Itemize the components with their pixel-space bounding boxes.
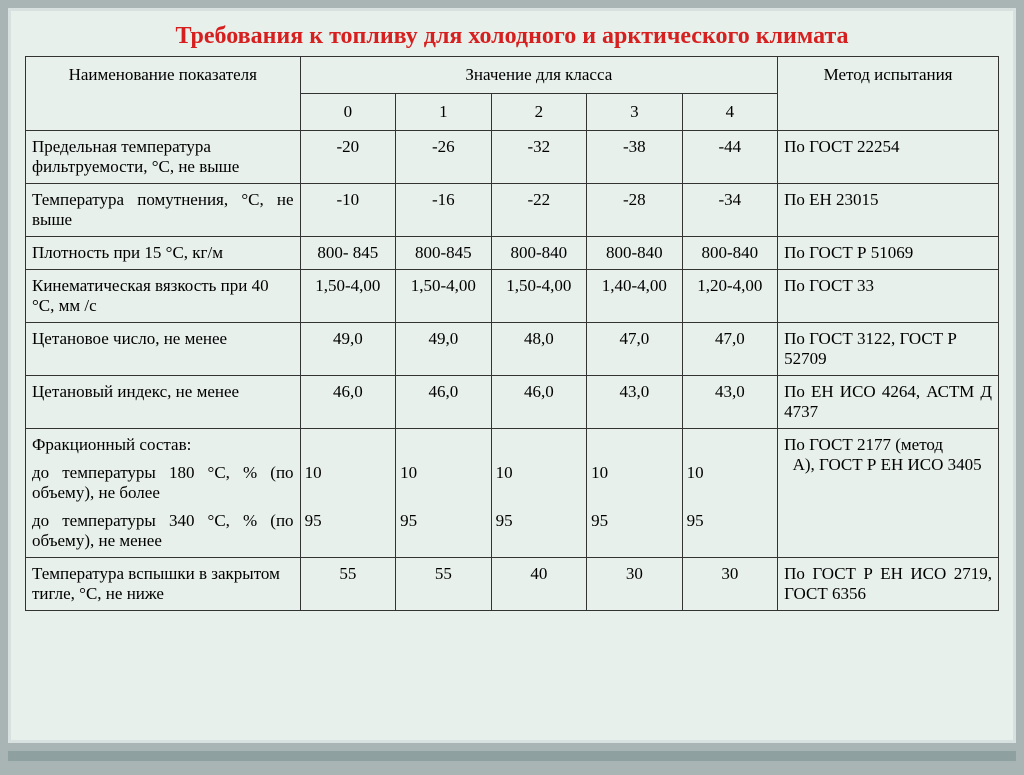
cell-value: 10 95	[396, 429, 492, 558]
cell-value: 1,20-4,00	[682, 270, 778, 323]
cell-param: Температура помутнения, °С, не выше	[26, 184, 301, 237]
cell-param: Фракционный состав:до температуры 180 °С…	[26, 429, 301, 558]
cell-value: 47,0	[587, 323, 683, 376]
table-row: Кинематическая вязкость при 40 °С, мм /с…	[26, 270, 999, 323]
cell-method: По ЕН ИСО 4264, АСТМ Д 4737	[778, 376, 999, 429]
cell-value: 10 95	[300, 429, 396, 558]
header-class-3: 3	[587, 94, 683, 131]
cell-method: По ГОСТ 22254	[778, 131, 999, 184]
cell-value: 800- 845	[300, 237, 396, 270]
cell-value: 49,0	[396, 323, 492, 376]
cell-value: 10 95	[587, 429, 683, 558]
cell-value: 800-840	[587, 237, 683, 270]
page-title: Требования к топливу для холодного и арк…	[25, 23, 999, 50]
header-class-1: 1	[396, 94, 492, 131]
fuel-requirements-table: Наименование показателя Значение для кла…	[25, 56, 999, 611]
cell-param: Предельная температура фильтруемости, °С…	[26, 131, 301, 184]
table-row: Предельная температура фильтруемости, °С…	[26, 131, 999, 184]
table-row: Плотность при 15 °С, кг/м800- 845800-845…	[26, 237, 999, 270]
cell-value: 1,40-4,00	[587, 270, 683, 323]
cell-method: По ГОСТ Р 51069	[778, 237, 999, 270]
cell-method: По ГОСТ 33	[778, 270, 999, 323]
slide-frame: Требования к топливу для холодного и арк…	[8, 8, 1016, 743]
table-row: Температура вспышки в закрытом тигле, °С…	[26, 558, 999, 611]
cell-value: 10 95	[491, 429, 587, 558]
table-row: Цетановое число, не менее49,049,048,047,…	[26, 323, 999, 376]
cell-value: -32	[491, 131, 587, 184]
cell-value: -10	[300, 184, 396, 237]
cell-value: -34	[682, 184, 778, 237]
cell-value: -28	[587, 184, 683, 237]
cell-param: Цетановый индекс, не менее	[26, 376, 301, 429]
cell-param: Плотность при 15 °С, кг/м	[26, 237, 301, 270]
cell-value: 10 95	[682, 429, 778, 558]
cell-value: 49,0	[300, 323, 396, 376]
cell-value: 43,0	[682, 376, 778, 429]
cell-value: 55	[396, 558, 492, 611]
table-row: Цетановый индекс, не менее46,046,046,043…	[26, 376, 999, 429]
bottom-bar	[8, 751, 1016, 761]
cell-value: -20	[300, 131, 396, 184]
table-row-fractional: Фракционный состав:до температуры 180 °С…	[26, 429, 999, 558]
header-class-4: 4	[682, 94, 778, 131]
cell-value: 46,0	[396, 376, 492, 429]
cell-value: 1,50-4,00	[396, 270, 492, 323]
cell-value: 46,0	[491, 376, 587, 429]
cell-param: Цетановое число, не менее	[26, 323, 301, 376]
cell-value: 46,0	[300, 376, 396, 429]
cell-method: По ГОСТ 3122, ГОСТ Р 52709	[778, 323, 999, 376]
table-row: Температура помутнения, °С, не выше-10-1…	[26, 184, 999, 237]
cell-value: -44	[682, 131, 778, 184]
cell-value: 1,50-4,00	[491, 270, 587, 323]
cell-value: 30	[587, 558, 683, 611]
cell-value: 40	[491, 558, 587, 611]
cell-value: 800-840	[682, 237, 778, 270]
cell-method: По ЕН 23015	[778, 184, 999, 237]
header-class-2: 2	[491, 94, 587, 131]
header-row-1: Наименование показателя Значение для кла…	[26, 57, 999, 94]
header-class-group: Значение для класса	[300, 57, 778, 94]
cell-value: 800-845	[396, 237, 492, 270]
header-class-0: 0	[300, 94, 396, 131]
cell-param: Кинематическая вязкость при 40 °С, мм /с	[26, 270, 301, 323]
cell-value: -26	[396, 131, 492, 184]
cell-value: 47,0	[682, 323, 778, 376]
cell-value: 55	[300, 558, 396, 611]
cell-value: 30	[682, 558, 778, 611]
header-param: Наименование показателя	[26, 57, 301, 131]
cell-value: -16	[396, 184, 492, 237]
header-method: Метод испытания	[778, 57, 999, 131]
cell-value: 800-840	[491, 237, 587, 270]
cell-param: Температура вспышки в закрытом тигле, °С…	[26, 558, 301, 611]
cell-value: -38	[587, 131, 683, 184]
cell-value: -22	[491, 184, 587, 237]
cell-value: 1,50-4,00	[300, 270, 396, 323]
cell-method: По ГОСТ Р ЕН ИСО 2719, ГОСТ 6356	[778, 558, 999, 611]
cell-value: 48,0	[491, 323, 587, 376]
cell-method: По ГОСТ 2177 (метод А), ГОСТ Р ЕН ИСО 34…	[778, 429, 999, 558]
cell-value: 43,0	[587, 376, 683, 429]
